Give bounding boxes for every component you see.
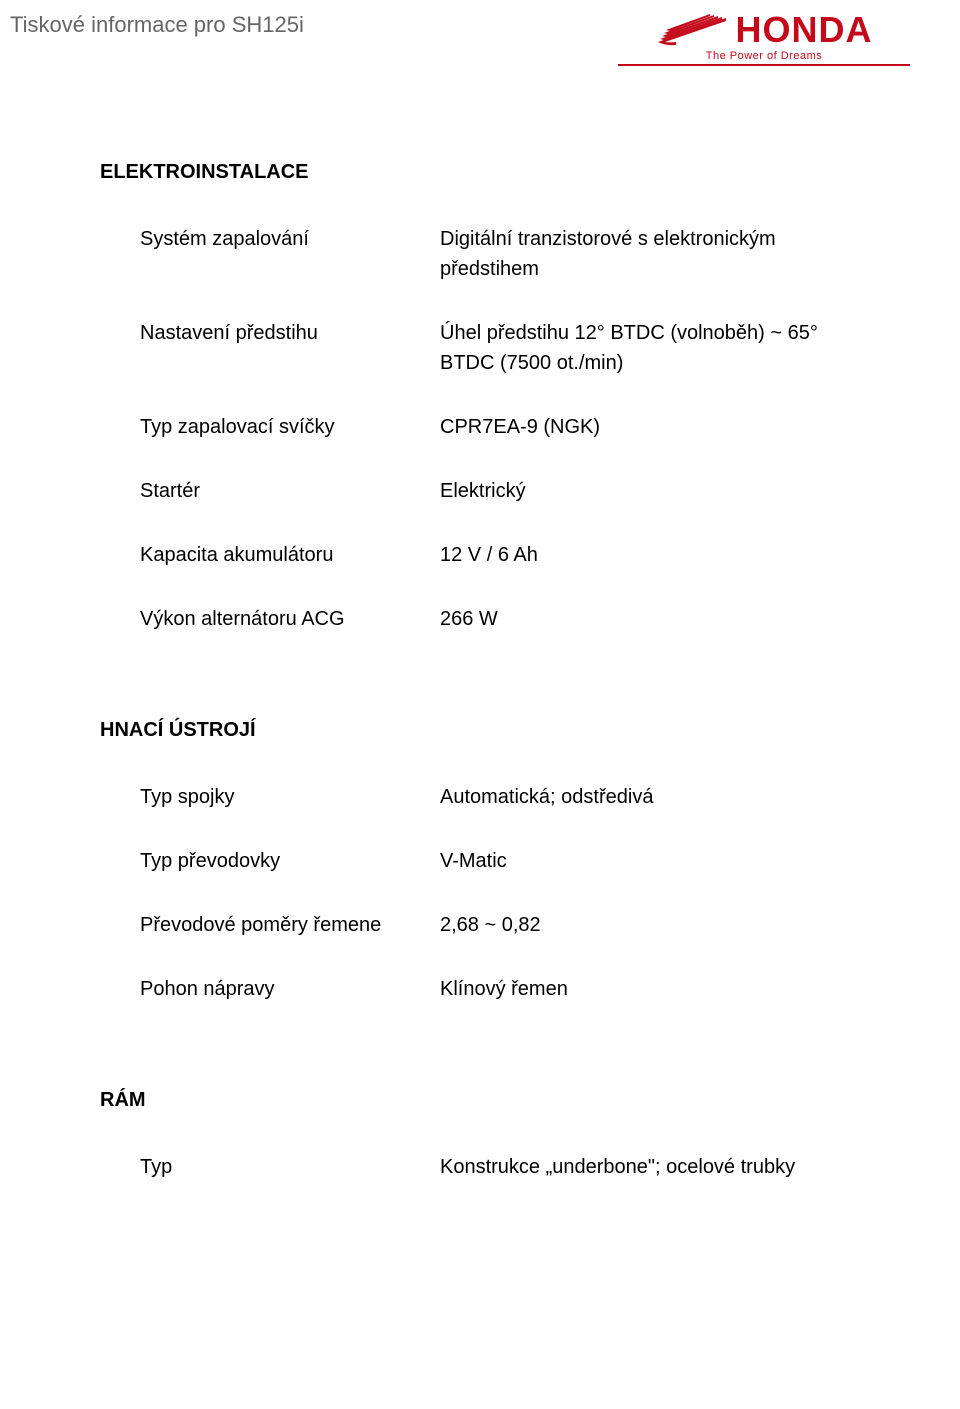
section-ram: RÁM Typ Konstrukce „underbone"; ocelové … (100, 1089, 860, 1182)
spec-label: Kapacita akumulátoru (100, 540, 440, 570)
spec-value: CPR7EA-9 (NGK) (440, 412, 860, 442)
content: ELEKTROINSTALACE Systém zapalování Digit… (0, 66, 960, 1182)
spec-row: Typ Konstrukce „underbone"; ocelové trub… (100, 1152, 860, 1182)
logo-row: HONDA (656, 12, 873, 48)
spec-value: Klínový řemen (440, 974, 860, 1004)
section-hnaci-ustroji: HNACÍ ÚSTROJÍ Typ spojky Automatická; od… (100, 719, 860, 1004)
spec-label: Typ (100, 1152, 440, 1182)
section-heading: RÁM (100, 1089, 860, 1112)
honda-logo: HONDA The Power of Dreams (618, 12, 910, 66)
section-heading: HNACÍ ÚSTROJÍ (100, 719, 860, 742)
spec-value: Konstrukce „underbone"; ocelové trubky (440, 1152, 860, 1182)
spec-row: Typ převodovky V-Matic (100, 846, 860, 876)
spec-row: Pohon nápravy Klínový řemen (100, 974, 860, 1004)
spec-label: Startér (100, 476, 440, 506)
spec-row: Startér Elektrický (100, 476, 860, 506)
spec-label: Typ zapalovací svíčky (100, 412, 440, 442)
spec-row: Typ zapalovací svíčky CPR7EA-9 (NGK) (100, 412, 860, 442)
page: Tiskové informace pro SH125i HONDA The P… (0, 0, 960, 1409)
spec-label: Převodové poměry řemene (100, 910, 440, 940)
spec-value: V-Matic (440, 846, 860, 876)
section-heading: ELEKTROINSTALACE (100, 161, 860, 184)
honda-wordmark: HONDA (736, 12, 873, 48)
section-elektroinstalace: ELEKTROINSTALACE Systém zapalování Digit… (100, 161, 860, 634)
spec-value: 2,68 ~ 0,82 (440, 910, 860, 940)
spec-value: 266 W (440, 604, 860, 634)
honda-tagline: The Power of Dreams (706, 50, 822, 62)
spec-row: Typ spojky Automatická; odstředivá (100, 782, 860, 812)
spec-label: Výkon alternátoru ACG (100, 604, 440, 634)
spec-value: Automatická; odstředivá (440, 782, 860, 812)
logo-underline (618, 64, 910, 66)
spec-label: Nastavení předstihu (100, 318, 440, 348)
spec-value: Úhel předstihu 12° BTDC (volnoběh) ~ 65°… (440, 318, 860, 378)
honda-wing-icon (656, 12, 728, 48)
header-title: Tiskové informace pro SH125i (10, 12, 304, 38)
spec-label: Systém zapalování (100, 224, 440, 254)
spec-row: Nastavení předstihu Úhel předstihu 12° B… (100, 318, 860, 378)
spec-value: 12 V / 6 Ah (440, 540, 860, 570)
spec-row: Kapacita akumulátoru 12 V / 6 Ah (100, 540, 860, 570)
spec-value: Elektrický (440, 476, 860, 506)
spec-row: Výkon alternátoru ACG 266 W (100, 604, 860, 634)
spec-row: Systém zapalování Digitální tranzistorov… (100, 224, 860, 284)
page-header: Tiskové informace pro SH125i HONDA The P… (0, 12, 960, 66)
spec-label: Typ spojky (100, 782, 440, 812)
spec-label: Pohon nápravy (100, 974, 440, 1004)
spec-label: Typ převodovky (100, 846, 440, 876)
spec-value: Digitální tranzistorové s elektronickým … (440, 224, 860, 284)
spec-row: Převodové poměry řemene 2,68 ~ 0,82 (100, 910, 860, 940)
